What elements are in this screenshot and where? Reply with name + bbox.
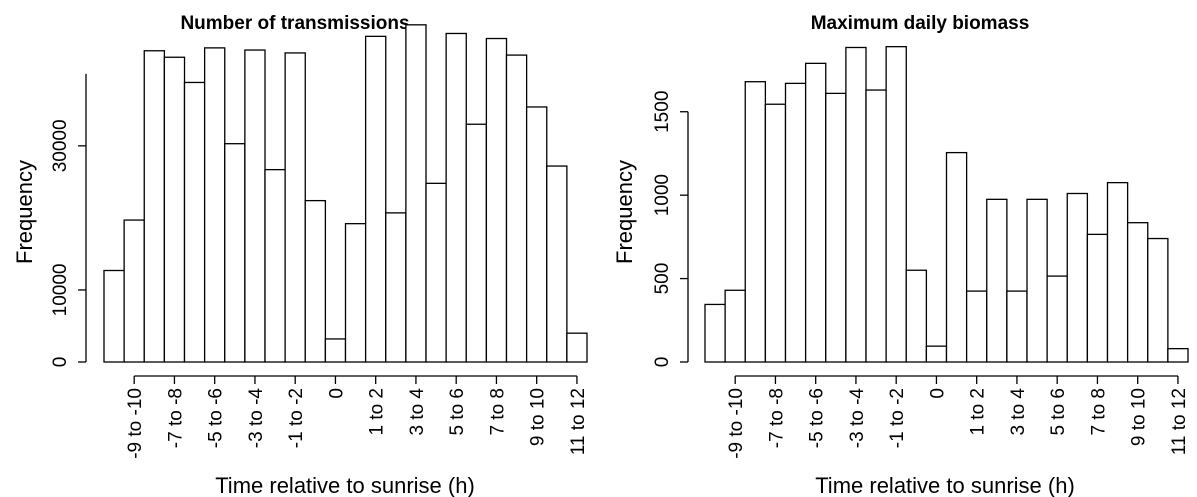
- x-axis: -9 to -10 -7 to -8 -5 to -6 -3 to -4 -1 to -…: [726, 375, 1190, 459]
- bar: [525, 106, 548, 363]
- y-axis: 0 10000 30000: [50, 73, 87, 368]
- x-tick-label: 11 to 12: [1169, 388, 1190, 455]
- bar: [103, 269, 125, 363]
- x-tick-label: 9 to 10: [528, 388, 549, 446]
- bar: [385, 212, 407, 363]
- y-tick-label: 1500: [652, 91, 673, 133]
- bar: [1167, 347, 1189, 363]
- bar-group: [704, 46, 1189, 363]
- bar: [244, 49, 266, 363]
- bar: [1126, 222, 1149, 363]
- bar: [405, 24, 427, 363]
- bar: [1026, 198, 1048, 363]
- bar: [284, 52, 306, 363]
- x-tick-label: 9 to 10: [1129, 388, 1150, 446]
- x-tick-label: -5 to -6: [807, 388, 828, 448]
- x-tick-label: 0: [326, 388, 347, 399]
- bar: [163, 56, 186, 363]
- bar: [905, 269, 928, 363]
- bar: [825, 92, 847, 363]
- x-tick-label: -5 to -6: [206, 388, 227, 448]
- chart-title: Number of transmissions: [180, 13, 409, 34]
- x-tick-label: -3 to -4: [246, 388, 267, 449]
- bar: [1046, 275, 1068, 363]
- x-tick-label: -7 to -8: [165, 388, 186, 448]
- x-tick-label: 11 to 12: [568, 388, 589, 455]
- bar: [986, 198, 1008, 363]
- bar: [183, 81, 206, 363]
- bar: [505, 54, 528, 363]
- bar: [465, 123, 488, 363]
- bar: [804, 62, 827, 363]
- y-tick-label: 0: [50, 357, 71, 368]
- y-tick-label: 1000: [652, 174, 673, 216]
- x-tick-label: 0: [927, 388, 948, 399]
- bar: [704, 303, 726, 363]
- chart-panel-transmissions: Number of transmissions 0 10000 30000 -9 t…: [12, 13, 589, 497]
- bar: [1106, 181, 1129, 363]
- bar: [1147, 237, 1169, 363]
- bar: [425, 182, 447, 363]
- y-axis-label: Frequency: [12, 160, 37, 264]
- bar: [784, 82, 807, 363]
- y-axis: 0 500 1000 1500: [652, 91, 689, 368]
- x-tick-label: -9 to -10: [726, 388, 747, 459]
- bar: [1006, 290, 1028, 363]
- bar: [724, 289, 746, 363]
- bar-group: [103, 24, 588, 363]
- x-axis-label: Time relative to sunrise (h): [215, 473, 475, 497]
- x-tick-label: 1 to 2: [367, 388, 388, 436]
- bar: [304, 199, 327, 363]
- y-axis-label: Frequency: [612, 160, 637, 264]
- x-tick-label: 7 to 8: [487, 388, 508, 436]
- x-axis: -9 to -10 -7 to -8 -5 to -6 -3 to -4 -1 to -…: [125, 375, 589, 459]
- x-tick-label: 3 to 4: [407, 388, 428, 436]
- x-tick-label: 5 to 6: [447, 388, 468, 436]
- chart-title: Maximum daily biomass: [811, 13, 1030, 34]
- bar: [364, 35, 387, 363]
- bar: [546, 165, 568, 363]
- x-tick-label: -1 to -2: [887, 388, 908, 448]
- y-tick-label: 0: [652, 357, 673, 368]
- x-tick-label: -1 to -2: [286, 388, 307, 448]
- bar: [945, 151, 968, 363]
- bar: [264, 168, 286, 363]
- y-tick-label: 30000: [50, 119, 71, 172]
- bar: [344, 223, 367, 363]
- bar: [885, 46, 907, 363]
- x-axis-label: Time relative to sunrise (h): [815, 473, 1075, 497]
- chart-panel-biomass: Maximum daily biomass 0 500 1000 1500 -9 to…: [612, 13, 1190, 497]
- x-tick-label: -7 to -8: [766, 388, 787, 448]
- y-tick-label: 10000: [50, 264, 71, 317]
- bar: [1066, 192, 1089, 363]
- bar: [123, 219, 145, 363]
- bar: [744, 81, 767, 363]
- bar: [865, 89, 887, 363]
- x-tick-label: 5 to 6: [1048, 388, 1069, 436]
- bar: [764, 103, 787, 363]
- bar: [224, 143, 246, 363]
- x-tick-label: -3 to -4: [847, 388, 868, 449]
- bar: [566, 332, 588, 363]
- bar: [845, 46, 867, 363]
- bar: [203, 47, 226, 363]
- bar: [445, 32, 467, 363]
- x-tick-label: 7 to 8: [1088, 388, 1109, 436]
- x-tick-label: 3 to 4: [1008, 388, 1029, 436]
- x-tick-label: -9 to -10: [125, 388, 146, 459]
- bar: [925, 345, 948, 363]
- y-tick-label: 500: [652, 263, 673, 295]
- bar: [1086, 233, 1109, 363]
- bar: [965, 290, 988, 363]
- bar: [143, 50, 166, 363]
- x-tick-label: 1 to 2: [968, 388, 989, 436]
- bar: [485, 37, 508, 363]
- bar: [324, 338, 347, 363]
